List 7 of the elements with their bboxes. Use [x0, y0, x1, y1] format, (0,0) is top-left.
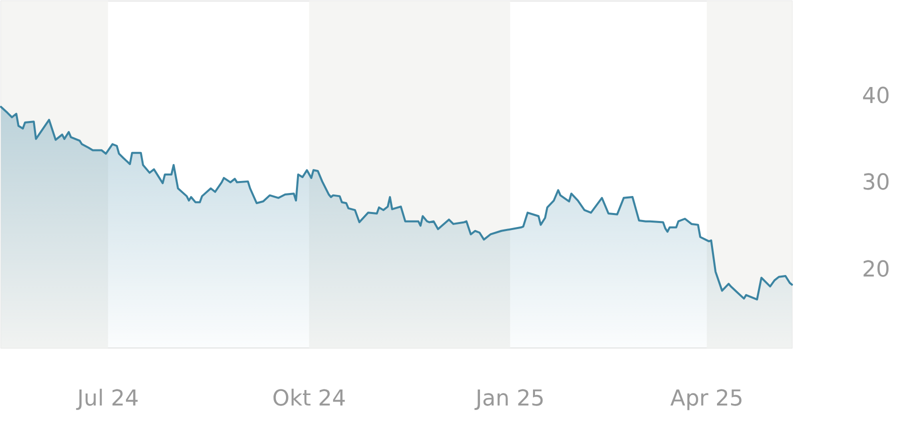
x-tick-label: Apr 25	[670, 386, 744, 412]
x-tick-label: Jan 25	[474, 386, 545, 412]
x-tick-label: Okt 24	[272, 386, 346, 412]
y-tick-label: 30	[862, 170, 890, 196]
y-tick-label: 20	[862, 257, 890, 282]
x-tick-label: Jul 24	[75, 386, 139, 412]
y-tick-label: 40	[862, 84, 890, 109]
